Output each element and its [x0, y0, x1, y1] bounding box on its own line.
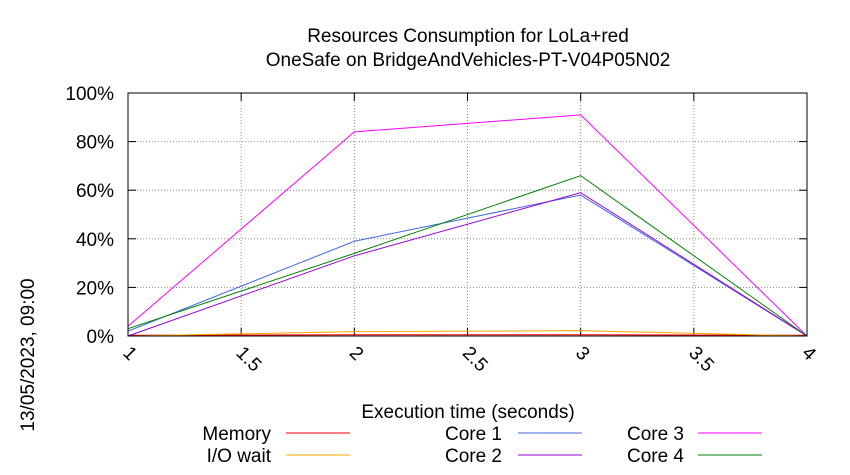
- series-line-core-1: [127, 194, 808, 337]
- x-tick-label: 4: [797, 343, 820, 366]
- x-tick-label: 2.5: [458, 343, 492, 377]
- legend-label: Memory: [202, 424, 271, 445]
- x-tick-label: 3: [571, 343, 593, 365]
- legend-label: Core 4: [627, 446, 684, 467]
- series-lines: [127, 114, 808, 337]
- y-tick-label: 100%: [65, 84, 114, 105]
- y-axis-label: 13/05/2023, 09:00: [18, 278, 39, 431]
- series-line-i-o-wait: [127, 330, 808, 337]
- x-tick-label: 1.5: [232, 343, 266, 377]
- plot-frame: [127, 92, 808, 337]
- y-tick-label: 60%: [76, 181, 114, 202]
- chart-subtitle: OneSafe on BridgeAndVehicles-PT-V04P05N0…: [266, 50, 671, 71]
- x-tick-labels: 1 1.5 2 2.5 3 3.5 4: [118, 343, 820, 377]
- y-tick-label: 20%: [76, 278, 114, 299]
- chart-title: Resources Consumption for LoLa+red: [307, 26, 629, 47]
- legend-label: Core 2: [445, 446, 502, 467]
- legend-label: I/O wait: [207, 446, 272, 467]
- x-tick-label: 1: [118, 343, 140, 365]
- series-line-core-3: [127, 114, 808, 337]
- series-line-core-2: [127, 192, 808, 337]
- y-tick-label: 80%: [76, 133, 114, 154]
- legend-label: Core 3: [627, 424, 684, 445]
- series-line-core-4: [127, 175, 808, 337]
- x-axis-label: Execution time (seconds): [361, 402, 574, 423]
- y-tick-label: 0%: [87, 327, 115, 348]
- legend-label: Core 1: [445, 424, 502, 445]
- x-tick-label: 3.5: [684, 343, 718, 377]
- y-tick-label: 40%: [76, 230, 114, 251]
- x-tick-label: 2: [345, 343, 367, 365]
- y-tick-labels: 0% 20% 40% 60% 80% 100%: [65, 84, 114, 348]
